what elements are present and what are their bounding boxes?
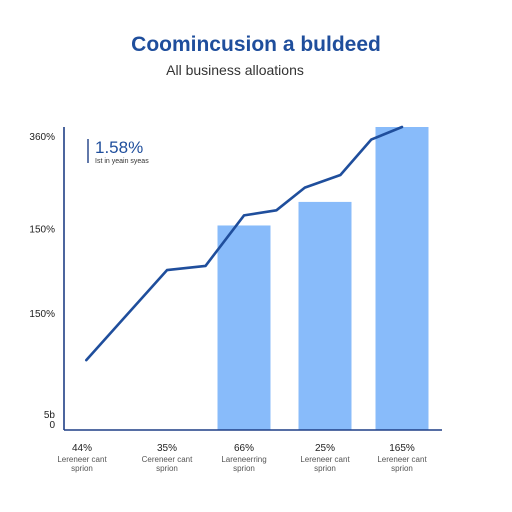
category-value-label-1: 35% [157,443,177,454]
category-value-label-4: 165% [389,443,415,454]
category-sublabel-1: sprion [156,464,178,473]
y-tick-label-4: 0 [49,420,55,431]
axes-layer [63,127,442,431]
bar-1 [298,201,352,430]
category-sublabel-3: sprion [314,464,336,473]
chart-title: Coomincusion a buldeed [131,33,381,56]
category-label-2: Lareneerring [221,455,266,464]
y-tick-label-3: 5b [44,410,56,421]
bar-2 [375,127,429,430]
category-sublabel-0: sprion [71,464,93,473]
y-tick-label-0: 360% [29,132,55,143]
category-label-1: Cereneer cant [142,455,193,464]
line-layer [85,125,404,362]
category-sublabel-2: sprion [233,464,255,473]
annotation-value: 1.58% [95,138,143,157]
y-tick-label-1: 150% [29,225,55,236]
y-tick-label-2: 150% [29,309,55,320]
annotation-subtitle: Ist in yeain syeas [95,158,149,165]
category-value-label-2: 66% [234,443,254,454]
line-series [85,125,404,362]
category-label-0: Lereneer cant [57,455,107,464]
category-value-label-3: 25% [315,443,335,454]
category-label-4: Lereneer cant [377,455,427,464]
category-label-3: Lereneer cant [300,455,350,464]
chart-subtitle: All business alloations [166,62,304,78]
bars-layer [217,127,429,430]
category-value-label-0: 44% [72,443,92,454]
category-sublabel-4: sprion [391,464,413,473]
bar-0 [217,225,271,430]
annotation: 1.58%Ist in yeain syeas [87,138,149,165]
